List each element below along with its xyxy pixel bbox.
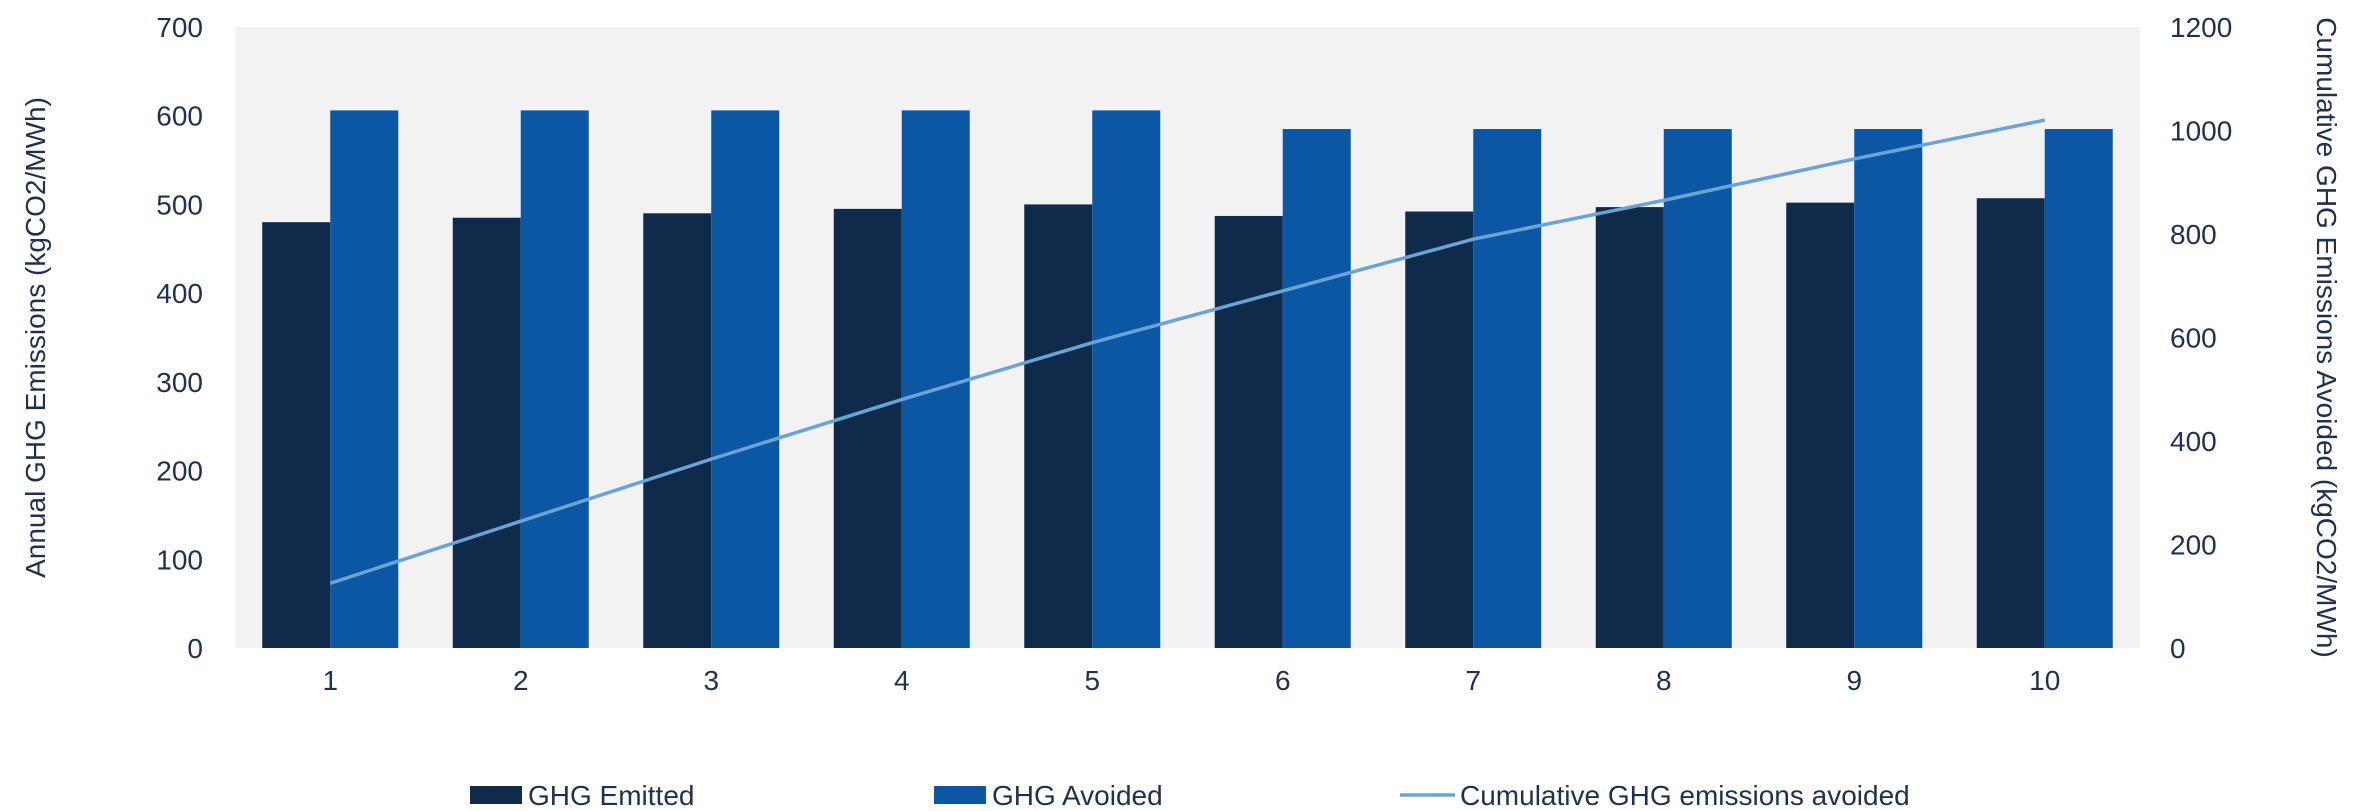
bar-ghg-emitted-8 [1595,207,1664,648]
y-right-tick-label: 800 [2170,219,2217,250]
legend: GHG Emitted GHG Avoided Cumulative GHG e… [470,780,1910,811]
bar-ghg-avoided-8 [1663,129,1732,648]
x-tick-label: 5 [1084,665,1100,696]
bar-ghg-emitted-6 [1214,215,1283,648]
x-tick-label: 8 [1656,665,1672,696]
bar-ghg-emitted-3 [643,213,712,649]
bar-ghg-avoided-5 [1092,110,1161,649]
y-left-tick-label: 700 [156,12,203,43]
legend-swatch-ghg-avoided [934,786,986,804]
y-right-tick-label: 1000 [2170,116,2232,147]
y-axis-right: 0 200 400 600 800 1000 1200 [2170,12,2232,664]
bar-ghg-avoided-4 [901,110,970,649]
y-right-tick-label: 200 [2170,530,2217,561]
legend-label-ghg-emitted: GHG Emitted [528,780,694,811]
legend-label-ghg-avoided: GHG Avoided [992,780,1163,811]
line-layer [329,118,2046,585]
y-right-tick-label: 600 [2170,323,2217,354]
legend-label-cumulative: Cumulative GHG emissions avoided [1460,780,1910,811]
x-tick-label: 1 [322,665,338,696]
bar-ghg-avoided-6 [1282,129,1351,648]
bars-layer [262,110,2113,649]
x-tick-label: 3 [703,665,719,696]
x-tick-label: 2 [513,665,529,696]
y-right-tick-label: 400 [2170,426,2217,457]
bar-ghg-emitted-4 [833,208,902,648]
bar-ghg-emitted-7 [1405,211,1474,649]
y-left-tick-label: 100 [156,544,203,575]
bar-ghg-emitted-10 [1976,198,2045,648]
bar-ghg-avoided-3 [711,110,780,649]
bar-ghg-avoided-10 [2044,129,2113,648]
y-left-tick-label: 400 [156,278,203,309]
bar-ghg-emitted-2 [452,217,521,648]
y-axis-right-title: Cumulative GHG Emissions Avoided (kgCO2/… [2311,17,2342,658]
y-right-tick-label: 0 [2170,633,2186,664]
bar-ghg-avoided-7 [1473,129,1542,648]
x-tick-label: 6 [1275,665,1291,696]
x-tick-label: 7 [1465,665,1481,696]
y-left-tick-label: 600 [156,101,203,132]
bar-ghg-emitted-1 [262,222,331,648]
x-tick-label: 9 [1846,665,1862,696]
x-tick-label: 10 [2029,665,2060,696]
bar-ghg-avoided-2 [520,110,589,649]
line-cumulative-ghg-avoided [329,118,2046,585]
y-left-tick-label: 0 [187,633,203,664]
y-left-tick-label: 200 [156,456,203,487]
y-left-tick-label: 500 [156,189,203,220]
legend-swatch-ghg-emitted [470,786,522,804]
bar-ghg-emitted-5 [1024,204,1093,648]
y-left-tick-label: 300 [156,367,203,398]
y-axis-left-title: Annual GHG Emissions (kgCO2/MWh) [20,97,51,578]
bar-ghg-avoided-9 [1854,129,1923,648]
y-axis-left: 0 100 200 300 400 500 600 700 [156,12,203,664]
bar-ghg-avoided-1 [330,110,399,649]
x-axis: 1 2 3 4 5 6 7 8 9 10 [322,665,2060,696]
x-tick-label: 4 [894,665,910,696]
bar-ghg-emitted-9 [1786,202,1855,648]
y-right-tick-label: 1200 [2170,12,2232,43]
